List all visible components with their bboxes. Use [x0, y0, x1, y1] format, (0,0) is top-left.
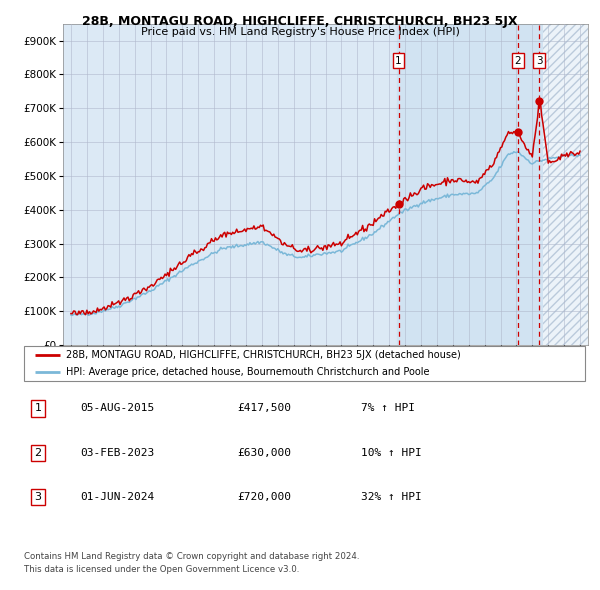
Text: 01-JUN-2024: 01-JUN-2024 [80, 492, 154, 502]
Text: 28B, MONTAGU ROAD, HIGHCLIFFE, CHRISTCHURCH, BH23 5JX (detached house): 28B, MONTAGU ROAD, HIGHCLIFFE, CHRISTCHU… [66, 350, 461, 360]
Text: 05-AUG-2015: 05-AUG-2015 [80, 404, 154, 414]
Text: 3: 3 [35, 492, 41, 502]
FancyBboxPatch shape [24, 346, 585, 381]
Text: 1: 1 [395, 55, 402, 65]
Text: 28B, MONTAGU ROAD, HIGHCLIFFE, CHRISTCHURCH, BH23 5JX: 28B, MONTAGU ROAD, HIGHCLIFFE, CHRISTCHU… [82, 15, 518, 28]
Text: £630,000: £630,000 [237, 448, 291, 458]
Text: This data is licensed under the Open Government Licence v3.0.: This data is licensed under the Open Gov… [24, 565, 299, 574]
Text: Price paid vs. HM Land Registry's House Price Index (HPI): Price paid vs. HM Land Registry's House … [140, 27, 460, 37]
Text: 10% ↑ HPI: 10% ↑ HPI [361, 448, 421, 458]
Text: 1: 1 [35, 404, 41, 414]
Text: Contains HM Land Registry data © Crown copyright and database right 2024.: Contains HM Land Registry data © Crown c… [24, 552, 359, 560]
Text: £720,000: £720,000 [237, 492, 291, 502]
Text: 03-FEB-2023: 03-FEB-2023 [80, 448, 154, 458]
Text: HPI: Average price, detached house, Bournemouth Christchurch and Poole: HPI: Average price, detached house, Bour… [66, 367, 430, 377]
Text: 32% ↑ HPI: 32% ↑ HPI [361, 492, 421, 502]
Text: 2: 2 [34, 448, 41, 458]
Text: £417,500: £417,500 [237, 404, 291, 414]
Bar [543, 24, 588, 345]
Text: 3: 3 [536, 55, 542, 65]
Text: 7% ↑ HPI: 7% ↑ HPI [361, 404, 415, 414]
Text: 2: 2 [515, 55, 521, 65]
Bar [397, 24, 588, 345]
